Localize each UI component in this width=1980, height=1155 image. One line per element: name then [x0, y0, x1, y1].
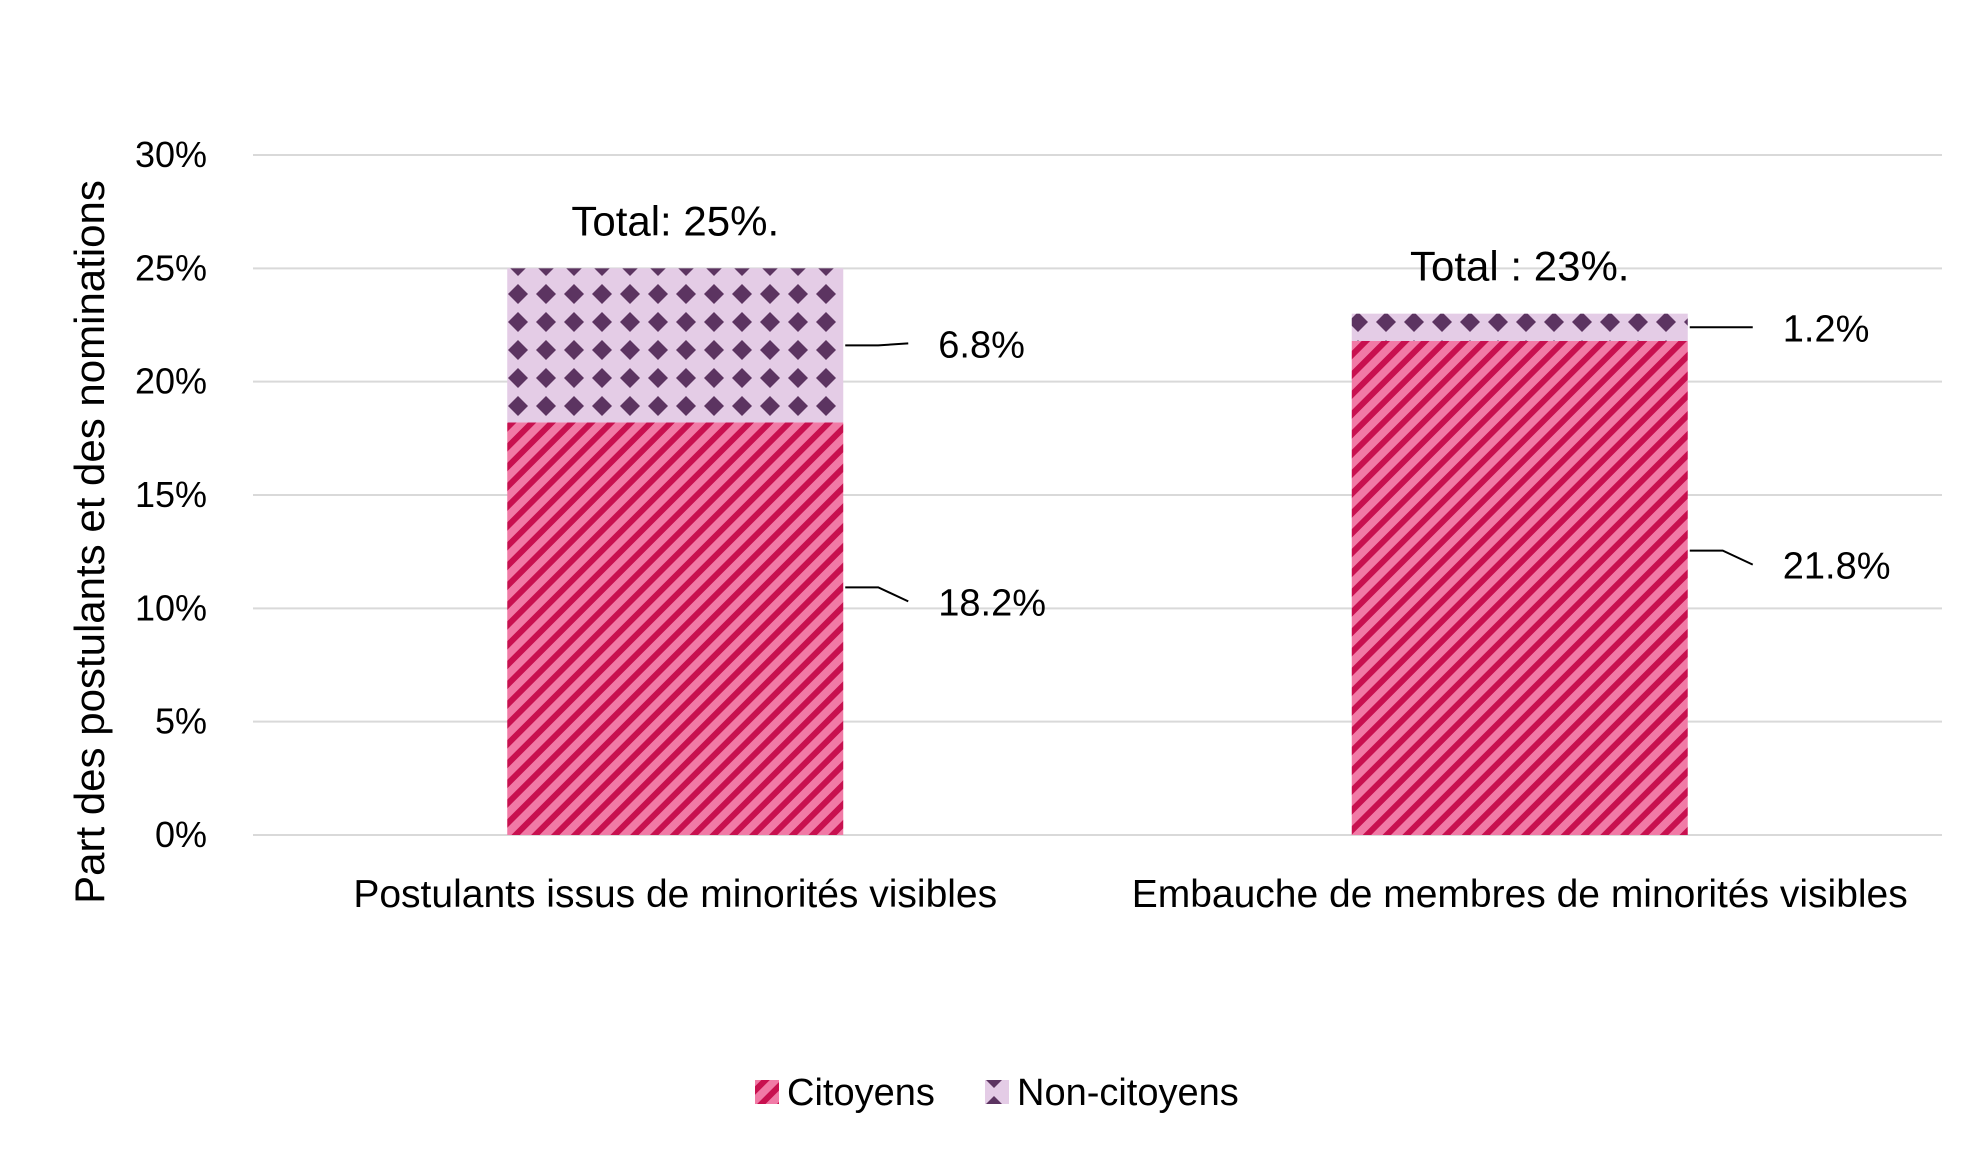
y-tick-label: 5% — [155, 701, 207, 742]
legend-label: Citoyens — [787, 1072, 935, 1114]
bar-segment-citoyens — [507, 422, 844, 835]
x-category-label: Embauche de membres de minorités visible… — [1132, 873, 1908, 916]
leader-line — [845, 342, 909, 347]
y-tick-label: 10% — [135, 587, 207, 628]
legend-label: Non-citoyens — [1017, 1072, 1239, 1114]
bar-segment-non-citoyens — [1351, 313, 1688, 341]
y-tick-label: 25% — [135, 247, 207, 288]
x-axis: Postulants issus de minorités visibles Em… — [353, 873, 1907, 916]
gridlines — [253, 154, 1942, 836]
bars — [507, 268, 1688, 835]
data-label: 18.2% — [938, 582, 1046, 624]
y-axis-title: Part des postulants et des nominations — [66, 180, 113, 904]
legend-swatch-citoyens — [755, 1080, 779, 1104]
y-tick-label: 15% — [135, 474, 207, 515]
leader-line — [845, 586, 909, 603]
y-axis: 0% 5% 10% 15% 20% 25% 30% — [135, 134, 207, 855]
y-tick-label: 30% — [135, 134, 207, 175]
y-tick-label: 20% — [135, 361, 207, 402]
data-label: 21.8% — [1783, 546, 1891, 588]
leader-line — [1689, 549, 1754, 566]
data-label: 6.8% — [938, 324, 1025, 366]
x-category-label: Postulants issus de minorités visibles — [353, 873, 997, 916]
legend: Citoyens Non-citoyens — [755, 1072, 1239, 1114]
total-label: Total : 23%. — [1410, 243, 1629, 290]
bar-segment-non-citoyens — [507, 268, 844, 423]
y-tick-label: 0% — [155, 814, 207, 855]
legend-swatch-non-citoyens — [985, 1080, 1009, 1104]
bar-segment-citoyens — [1351, 340, 1688, 835]
data-label: 1.2% — [1783, 308, 1870, 350]
total-label: Total: 25%. — [571, 197, 779, 244]
data-labels: 18.2% 6.8% Total: 25%. 21.8% 1.2% Total : 23%… — [571, 197, 1890, 624]
